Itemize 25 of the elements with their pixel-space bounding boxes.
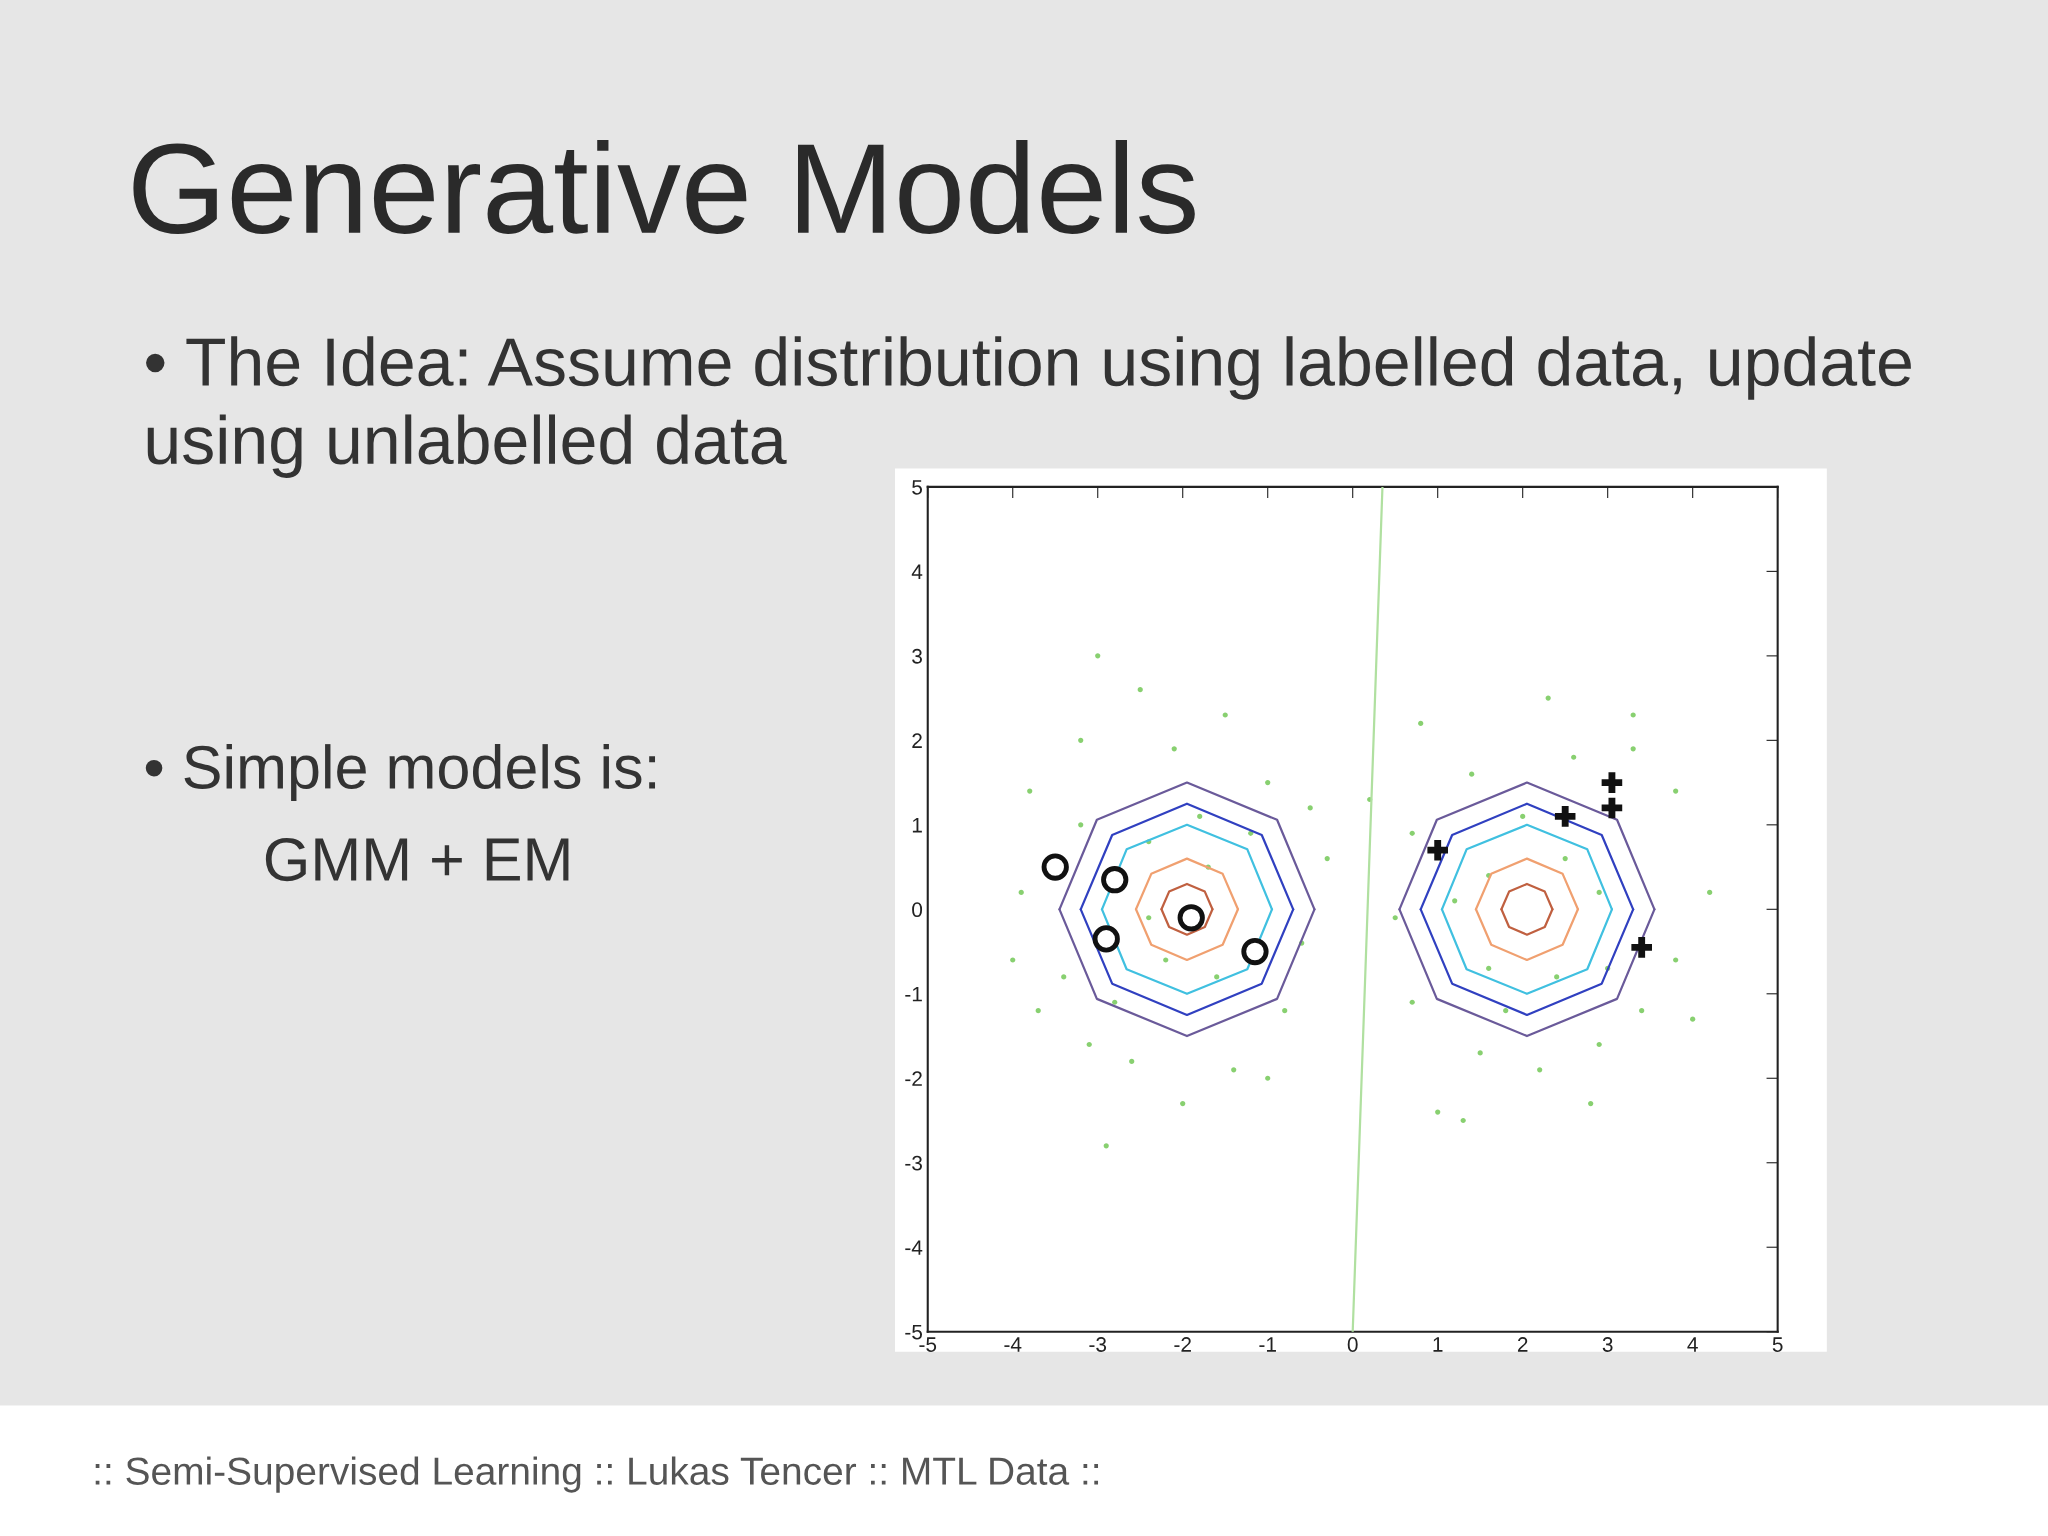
x-tick-label: -1 xyxy=(1259,1337,1276,1352)
x-tick-label: -2 xyxy=(1174,1337,1191,1352)
y-tick-label: 5 xyxy=(912,480,923,495)
chart-title: Generative Models xyxy=(133,140,1195,234)
y-tick-label: -1 xyxy=(905,987,922,1002)
y-tick-label: 3 xyxy=(912,648,922,664)
text: • Simple models is: xyxy=(145,744,656,802)
y-tick-label: 2 xyxy=(912,733,922,748)
x-tick-label: -3 xyxy=(1089,1337,1107,1352)
y-tick-label: -2 xyxy=(905,1071,922,1086)
x-tick-label: 1 xyxy=(1433,1337,1443,1352)
y-tick-label: 0 xyxy=(912,902,923,918)
x-tick-label: -4 xyxy=(1004,1337,1022,1352)
x-tick-label: 3 xyxy=(1602,1337,1613,1352)
y-tick-label: 4 xyxy=(911,564,923,579)
x-tick-label: 5 xyxy=(1772,1337,1783,1352)
x-tick-label: 0 xyxy=(1347,1337,1358,1352)
y-tick-label: 1 xyxy=(912,818,922,833)
x-tick-label: 4 xyxy=(1687,1337,1698,1352)
x-tick-label: 2 xyxy=(1517,1337,1528,1352)
y-tick-label: -4 xyxy=(905,1240,923,1255)
text: :: Semi-Supervised Learning :: Lukas Tencer :: MTL Data :: xyxy=(95,1456,1099,1493)
text: • The Idea: Assume distribution using labelled data, update using unlabelled data xyxy=(146,336,1911,478)
text: GMM + EM xyxy=(265,837,569,882)
y-tick-label: -3 xyxy=(905,1155,922,1171)
